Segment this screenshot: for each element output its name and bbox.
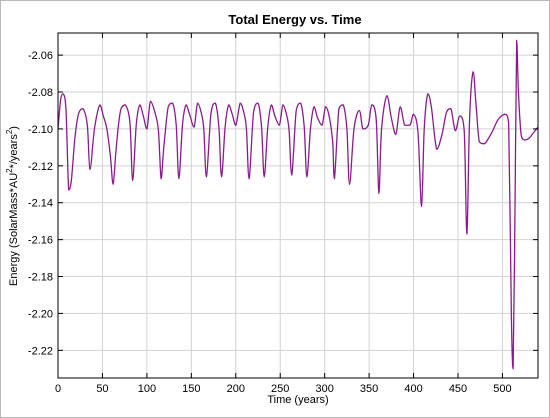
energy-series-line (57, 39, 539, 370)
y-axis-label-part-3: ) (8, 126, 20, 130)
x-tick-label: 450 (449, 383, 467, 395)
y-axis-label-part-2: */years (8, 134, 20, 169)
y-tick-label: -2.18 (28, 272, 53, 284)
y-tick-label: -2.16 (28, 235, 53, 247)
x-tick-label: 350 (360, 383, 378, 395)
y-tick-label: -2.10 (28, 124, 53, 136)
y-tick-label: -2.20 (28, 308, 53, 320)
x-tick-label: 400 (404, 383, 422, 395)
series-layer (57, 39, 539, 370)
y-tick-label: -2.06 (28, 50, 53, 62)
chart-title: Total Energy vs. Time (228, 12, 361, 27)
x-tick-label: 200 (227, 383, 245, 395)
x-tick-label: 500 (493, 383, 511, 395)
y-axis-label: Energy (SolarMass*AU2*/years2) (5, 126, 20, 286)
x-tick-label: 250 (271, 383, 289, 395)
y-tick-label: -2.14 (28, 198, 53, 210)
y-axis-label-part-1: Energy (SolarMass*AU (8, 173, 20, 286)
y-tick-label: -2.08 (28, 87, 53, 99)
y-tick-label: -2.12 (28, 161, 53, 173)
x-tick-label: 0 (55, 383, 61, 395)
x-tick-label: 100 (138, 383, 156, 395)
y-tick-label: -2.22 (28, 345, 53, 357)
x-tick-label: 50 (96, 383, 108, 395)
x-axis-label: Time (years) (267, 394, 328, 406)
grid-lines (57, 33, 538, 378)
y-axis-label-sup-2: 2 (5, 129, 14, 134)
x-tick-label: 150 (182, 383, 200, 395)
x-tick-label: 300 (315, 383, 333, 395)
y-axis-label-sup-1: 2 (5, 168, 14, 173)
axis-ticks: 0 50 100 150 200 250 300 350 400 450 500 -2.06 -2.08… (28, 33, 538, 395)
plot-border (57, 32, 539, 379)
